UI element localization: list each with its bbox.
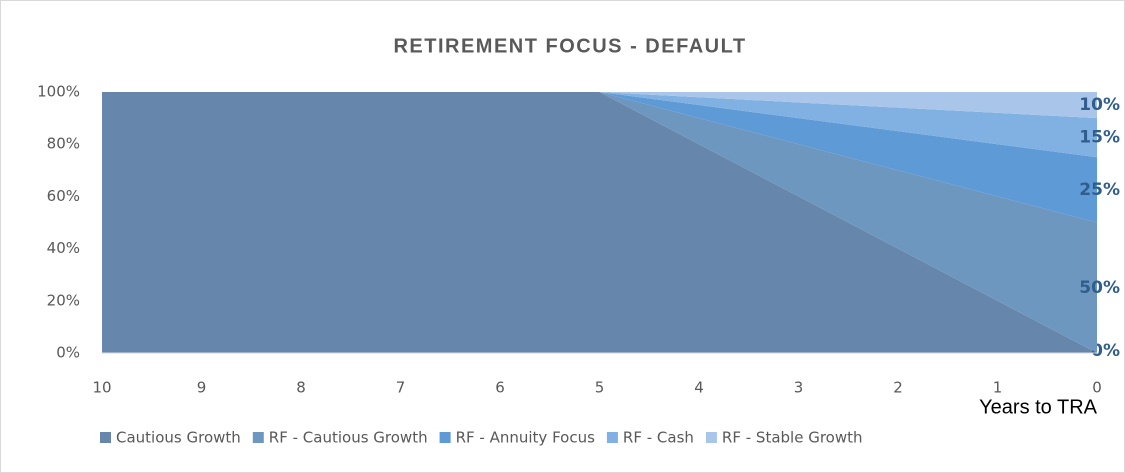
legend-swatch (252, 432, 264, 443)
x-tick-label: 4 (694, 379, 704, 397)
y-tick-label: 80% (47, 135, 80, 153)
area (102, 92, 1097, 158)
data-label: 15% (1079, 128, 1120, 148)
x-tick-label: 1 (993, 379, 1003, 397)
x-tick-label: 5 (595, 379, 605, 397)
y-tick-label: 20% (47, 291, 80, 309)
data-label: 10% (1079, 95, 1120, 115)
x-tick-label: 10 (92, 379, 111, 397)
data-label: 50% (1079, 278, 1120, 298)
legend-swatch (606, 432, 618, 443)
x-tick-label: 6 (495, 379, 505, 397)
x-tick-label: 7 (396, 379, 406, 397)
y-tick-label: 60% (47, 187, 80, 205)
chart-title: RETIREMENT FOCUS - DEFAULT (393, 35, 746, 57)
x-tick-label: 8 (296, 379, 306, 397)
data-label: 0% (1091, 341, 1120, 361)
x-tick-label: 0 (1092, 379, 1102, 397)
legend-label: RF - Annuity Focus (456, 429, 595, 447)
x-tick-label: 2 (893, 379, 903, 397)
legend-label: RF - Cautious Growth (269, 429, 428, 447)
x-axis-label: Years to TRA (979, 396, 1098, 418)
legend-label: Cautious Growth (116, 429, 241, 447)
legend-label: RF - Cash (623, 429, 694, 447)
y-tick-label: 0% (56, 344, 80, 362)
y-tick-label: 100% (37, 83, 80, 101)
x-tick-label: 3 (794, 379, 804, 397)
legend-swatch (100, 432, 111, 443)
legend-swatch (705, 432, 717, 443)
legend-label: RF - Stable Growth (722, 429, 863, 447)
x-tick-label: 9 (197, 379, 207, 397)
legend-swatch (439, 432, 451, 443)
area (102, 92, 1097, 119)
area (102, 92, 1097, 223)
y-tick-label: 40% (47, 239, 80, 257)
area (102, 92, 1097, 353)
data-label: 25% (1079, 180, 1120, 200)
